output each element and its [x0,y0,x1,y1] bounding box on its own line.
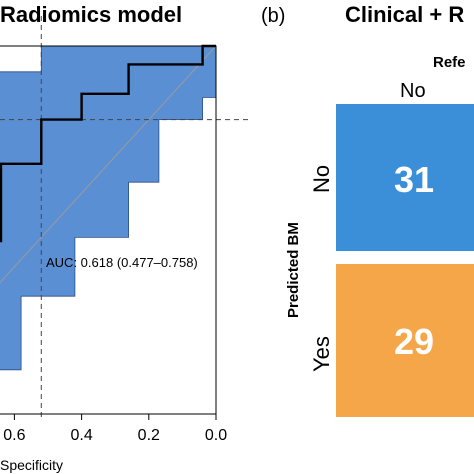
reference-header: Refe [433,54,466,71]
column-label-no: No [400,80,426,102]
x-tick-label: 0.0 [205,427,227,444]
row-label-yes: Yes [309,336,334,372]
panel-b-label: (b) [261,5,285,27]
x-tick-label: 0.4 [70,427,92,444]
plot-frame [0,45,217,415]
reference-diagonal [0,45,217,284]
cell-no-no [336,104,474,251]
roc-plot [0,16,252,420]
panel-b-title: Clinical + R [345,2,464,27]
x-tick-label: 0.6 [3,427,25,444]
auc-annotation: AUC: 0.618 (0.477–0.758) [46,255,198,270]
y-axis-label: Predicted BM [285,222,302,318]
x-axis-label: Specificity [0,457,63,473]
cell-no-no-value: 31 [394,159,434,200]
ci-band [0,45,217,371]
panel-a-title: Radiomics model [0,2,182,27]
row-label-no: No [309,165,334,193]
x-axis-ticks: 0.6 0.4 0.2 0.0 [3,414,227,444]
cell-yes-no-value: 29 [394,321,434,362]
cell-yes-no [336,264,474,417]
x-tick-label: 0.2 [138,427,160,444]
roc-curve [0,44,216,243]
